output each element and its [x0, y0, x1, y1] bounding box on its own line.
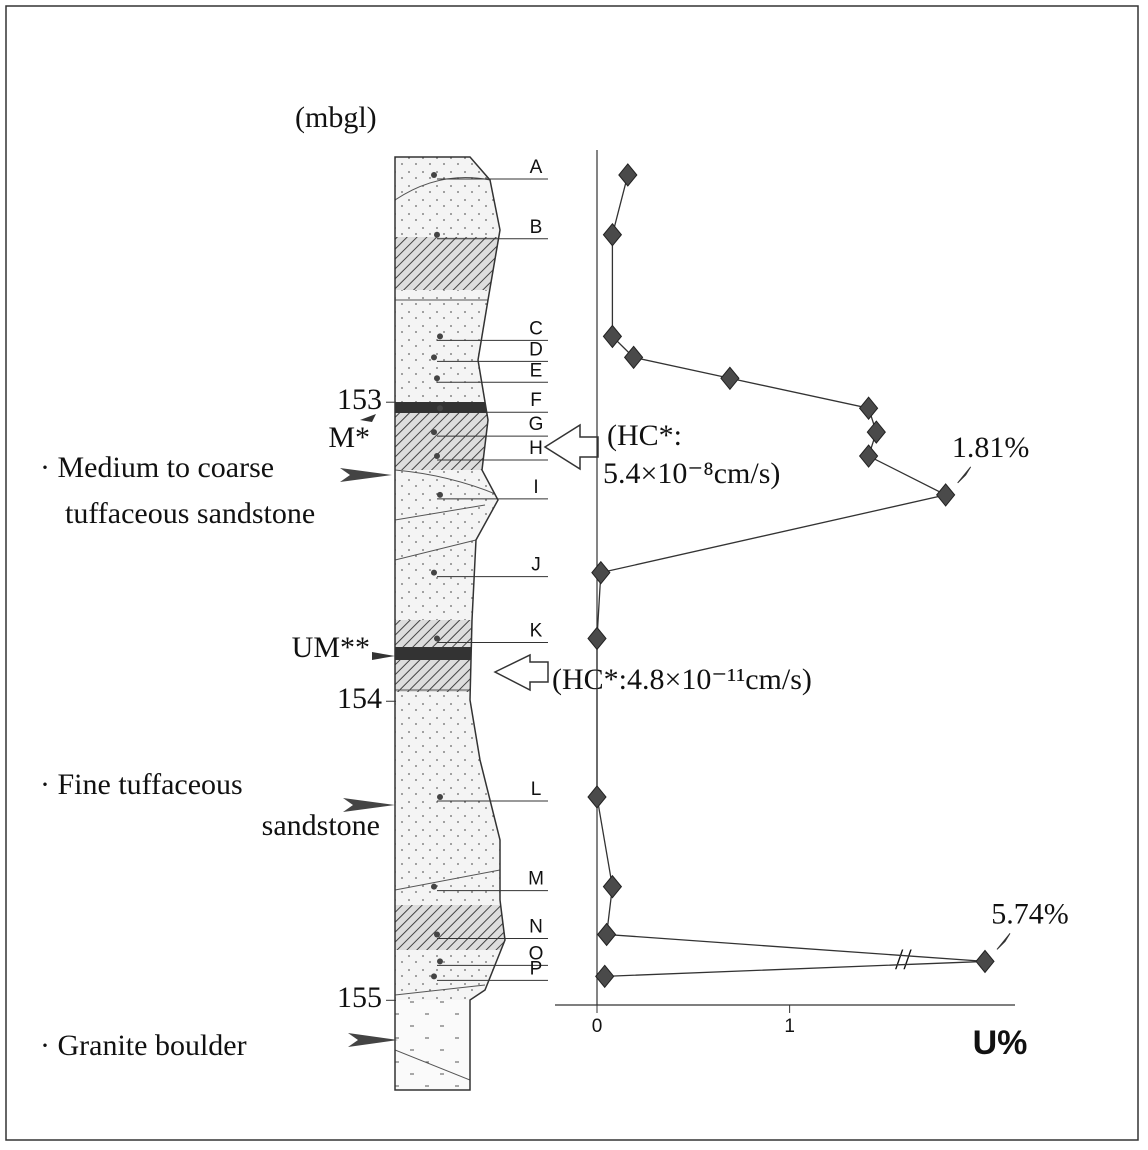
lithology-label: · Granite boulder — [40, 1029, 247, 1062]
x-tick-label: 0 — [592, 1016, 603, 1037]
sample-label: N — [529, 917, 543, 938]
sample-label: I — [533, 477, 538, 498]
annotation: 5.4×10⁻⁸cm/s) — [603, 457, 780, 490]
data-point — [625, 346, 643, 368]
lithology-column — [390, 150, 520, 1100]
data-point — [603, 876, 621, 898]
frame — [6, 6, 1138, 1140]
sample-dot — [437, 958, 443, 964]
sample-label: H — [529, 438, 543, 459]
sample-dot — [431, 172, 437, 178]
annotation: M* — [328, 421, 370, 454]
annotation: UM** — [292, 631, 370, 664]
sample-dot — [431, 570, 437, 576]
data-line — [597, 175, 985, 976]
data-point — [721, 367, 739, 389]
value-label: 1.81% — [952, 431, 1030, 464]
sample-label: B — [530, 217, 543, 238]
sample-label: M — [528, 869, 544, 890]
hc-arrow — [495, 655, 548, 690]
lithology-label: · Medium to coarse — [40, 451, 274, 484]
hc-arrow — [545, 425, 598, 469]
value-label-arrow — [958, 467, 971, 483]
sample-dot — [434, 375, 440, 381]
data-point — [598, 924, 616, 946]
sample-dot — [431, 354, 437, 360]
sample-dot — [434, 932, 440, 938]
sample-label: A — [530, 157, 543, 178]
x-axis-title: U% — [973, 1024, 1028, 1062]
y-tick-label: 154 — [337, 682, 382, 715]
lithology-label: sandstone — [262, 809, 380, 842]
data-point — [860, 445, 878, 467]
sample-dot — [437, 333, 443, 339]
axis-break: // — [895, 943, 912, 976]
sample-label: D — [529, 339, 543, 360]
data-point — [867, 421, 885, 443]
lithology-arrow — [348, 1033, 398, 1047]
lithology-arrow — [340, 468, 392, 482]
data-point — [588, 627, 606, 649]
sample-label: F — [530, 390, 542, 411]
lithology-label: · Fine tuffaceous — [40, 768, 243, 801]
sample-dot — [434, 453, 440, 459]
value-label: 5.74% — [991, 897, 1069, 930]
data-point — [976, 950, 994, 972]
y-tick-label: 153 — [337, 383, 382, 416]
sample-dot — [437, 492, 443, 498]
sample-label: G — [529, 414, 544, 435]
annotation: (HC*:4.8×10⁻¹¹cm/s) — [552, 663, 812, 696]
data-point — [596, 965, 614, 987]
sample-label: E — [530, 360, 543, 381]
data-point — [860, 397, 878, 419]
sample-label: P — [530, 958, 543, 979]
sample-dot — [437, 794, 443, 800]
data-point — [588, 786, 606, 808]
data-point — [937, 484, 955, 506]
sample-dot — [431, 973, 437, 979]
sample-dot — [434, 635, 440, 641]
data-point — [603, 325, 621, 347]
annotation: (HC*: — [607, 419, 682, 452]
sample-dot — [437, 405, 443, 411]
sample-label: C — [529, 318, 543, 339]
sample-dot — [431, 429, 437, 435]
sample-label: K — [530, 620, 543, 641]
y-tick-label: 155 — [337, 981, 382, 1014]
sample-label: J — [531, 555, 541, 576]
value-label-arrow — [997, 933, 1010, 949]
sample-dot — [431, 884, 437, 890]
sample-dot — [434, 232, 440, 238]
data-point — [603, 224, 621, 246]
y-axis-title: (mbgl) — [295, 101, 377, 134]
figure: // (mbgl) M* UM** (HC*: 5.4×10⁻⁸cm/s) (H… — [0, 0, 1148, 1150]
sample-label: L — [531, 779, 542, 800]
data-point — [619, 164, 637, 186]
data-point — [592, 562, 610, 584]
x-tick-label: 1 — [784, 1016, 795, 1037]
lithology-label: tuffaceous sandstone — [65, 497, 315, 530]
